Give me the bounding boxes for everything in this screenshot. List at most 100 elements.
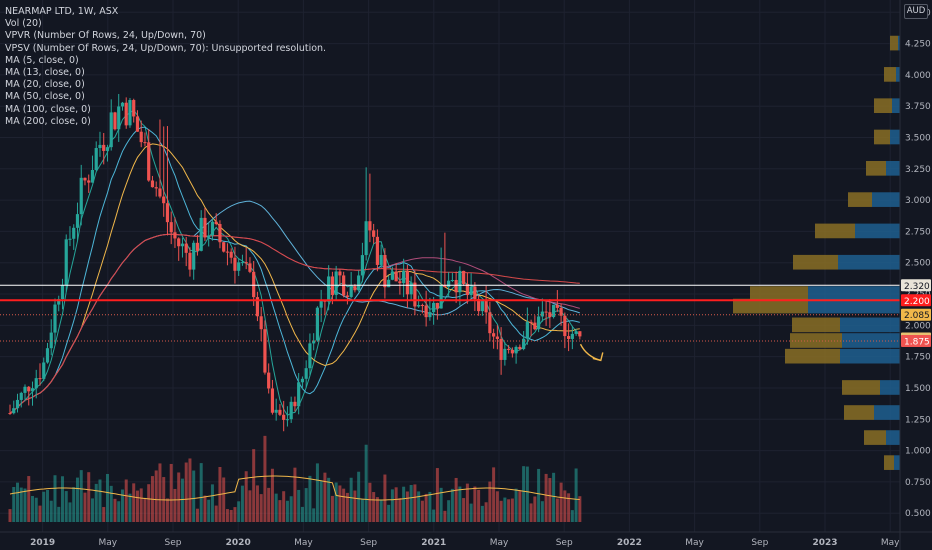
legend-ma5[interactable]: MA (5, close, 0) [5, 54, 79, 66]
candle-body [203, 217, 207, 238]
volume-bar [360, 498, 364, 522]
vp-row-up [840, 348, 900, 364]
candle-body [424, 305, 428, 318]
candle-body [315, 307, 320, 341]
candle-body [259, 316, 263, 330]
volume-bar [203, 495, 207, 522]
vp-row-up [890, 129, 900, 145]
legend-vpsv[interactable]: VPSV (Number Of Rows, 24, Up/Down, 70): … [5, 42, 327, 54]
volume-bar [225, 509, 229, 522]
candle-body [289, 401, 293, 420]
vp-row-down [890, 35, 898, 51]
candle-body [45, 348, 50, 363]
candle-body [128, 100, 132, 126]
candle-body [218, 224, 222, 243]
candle-body [49, 332, 53, 349]
volume-bar [27, 476, 31, 522]
candle-body [394, 271, 398, 282]
volume-bar [552, 472, 556, 522]
y-tick-label: 3.750 [905, 102, 931, 112]
candle-body [240, 262, 245, 264]
legend-ma100[interactable]: MA (100, close, 0) [5, 103, 91, 115]
legend-ma200[interactable]: MA (200, close, 0) [5, 115, 91, 127]
candle-body [278, 409, 282, 415]
volume-bar [514, 488, 518, 522]
volume-bar [42, 491, 46, 522]
candle-body [525, 321, 529, 339]
horizontal-levels[interactable] [0, 284, 900, 342]
candle-body [308, 343, 312, 369]
volume-profile [733, 35, 900, 470]
price-axis[interactable]: 4.5004.2504.0003.7503.5003.2503.0002.750… [899, 0, 931, 550]
volume-bar [90, 498, 94, 522]
vp-row-up [898, 35, 900, 51]
legend-ma50[interactable]: MA (50, close, 0) [5, 91, 85, 103]
ma-line-13 [9, 126, 580, 414]
legend-title[interactable]: NEARMAP LTD, 1W, ASX [5, 6, 119, 17]
candle-body [57, 299, 61, 305]
projection-line [579, 343, 601, 362]
y-tick-label: 4.000 [905, 71, 931, 81]
x-tick-label: Sep [556, 538, 573, 548]
vp-row-up [872, 192, 900, 207]
currency-button[interactable]: AUD [904, 4, 928, 19]
candle-body [552, 304, 556, 318]
volume-bar [274, 493, 278, 522]
vp-row-down [874, 98, 892, 114]
candle-body [252, 271, 256, 298]
volume-bar [128, 493, 132, 522]
candle-body [405, 270, 409, 295]
volume-bar [510, 498, 514, 522]
volume-bar [465, 483, 469, 522]
volume-bar [495, 491, 499, 522]
volume-bar [214, 505, 218, 522]
vp-row-up [855, 223, 900, 239]
y-tick-label: 1.750 [905, 353, 931, 363]
legend-vol[interactable]: Vol (20) [5, 18, 42, 30]
candle-body [372, 230, 376, 237]
candle-body [248, 263, 252, 272]
candle-body [567, 336, 571, 339]
candle-body [480, 300, 484, 312]
candle-body [270, 388, 275, 413]
time-axis[interactable]: 2019 May Sep 2020 May Sep 2021 May Sep 2022 May Sep… [0, 531, 932, 548]
vp-row-up [808, 286, 900, 301]
vp-row-down [733, 298, 808, 314]
legend-ma20[interactable]: MA (20, close, 0) [5, 79, 85, 91]
candle-body [210, 221, 215, 236]
volume-bar [439, 487, 443, 522]
volume-bar [372, 492, 376, 522]
legend-ma13[interactable]: MA (13, close, 0) [5, 67, 85, 79]
volume-bar [529, 503, 533, 522]
candle-body [345, 295, 350, 297]
x-tick-label: 2022 [617, 538, 642, 548]
candle-body [432, 302, 436, 313]
volume-bar [255, 485, 259, 522]
volume-bar [252, 449, 256, 522]
y-tick-label: 2.500 [905, 259, 931, 269]
legend-vpvr[interactable]: VPVR (Number Of Rows, 24, Up/Down, 70) [5, 30, 206, 42]
volume-ma-line [9, 475, 580, 501]
candle-body [518, 346, 522, 350]
candle-body [563, 315, 567, 337]
candle-body [233, 257, 237, 271]
vp-row-up [880, 380, 900, 395]
price-label-text: 2.320 [904, 282, 930, 292]
candle-body [38, 378, 42, 380]
candle-body [102, 144, 106, 151]
candle-body [19, 392, 23, 400]
volume-bar [94, 483, 98, 522]
volume-bar [469, 503, 473, 522]
vp-row-down [864, 430, 886, 445]
volume-bar [184, 462, 188, 522]
volume-bar [169, 463, 173, 522]
candle-body [383, 254, 387, 288]
vp-row-down [866, 160, 886, 176]
candle-body [390, 271, 394, 280]
volume-bar [87, 472, 91, 522]
volume-bar [357, 471, 361, 522]
volume-bar [387, 504, 391, 522]
volume-bar [379, 499, 383, 522]
